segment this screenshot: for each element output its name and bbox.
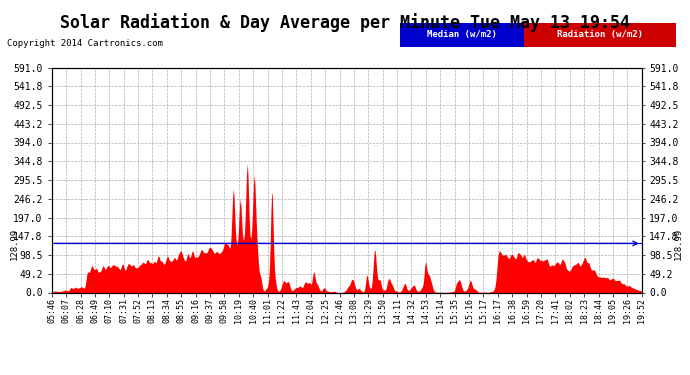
Text: Median (w/m2): Median (w/m2) [427, 30, 497, 39]
Text: Solar Radiation & Day Average per Minute Tue May 13 19:54: Solar Radiation & Day Average per Minute… [60, 13, 630, 32]
Text: Copyright 2014 Cartronics.com: Copyright 2014 Cartronics.com [7, 39, 163, 48]
FancyBboxPatch shape [524, 22, 676, 47]
Text: 128.99: 128.99 [10, 227, 19, 260]
Text: 128.99: 128.99 [674, 227, 683, 260]
FancyBboxPatch shape [400, 22, 524, 47]
Text: Radiation (w/m2): Radiation (w/m2) [558, 30, 643, 39]
